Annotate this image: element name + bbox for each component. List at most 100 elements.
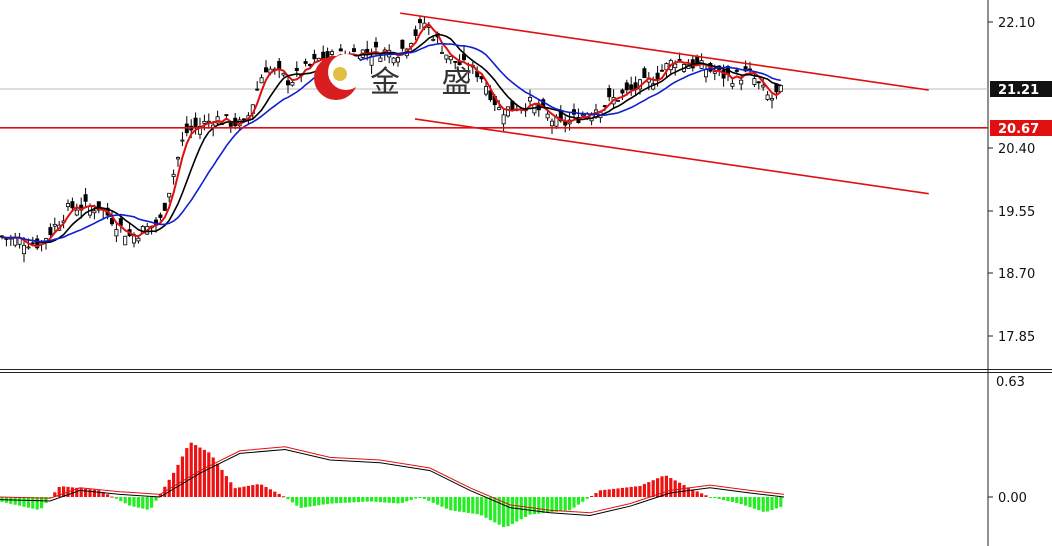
macd-histogram-bar [744, 497, 748, 506]
macd-histogram-bar [238, 487, 242, 497]
macd-histogram-bar [625, 487, 629, 497]
macd-signal-line [0, 448, 785, 517]
macd-histogram-bar [717, 497, 721, 500]
candle-body [369, 55, 374, 66]
macd-histogram-bar [647, 482, 651, 497]
candle-body [730, 82, 735, 87]
svg-text:20.67: 20.67 [998, 122, 1039, 137]
macd-histogram-bar [642, 484, 646, 497]
macd-histogram-bar [510, 497, 514, 524]
macd-histogram-bar [603, 489, 607, 497]
candle-body [660, 69, 665, 72]
macd-histogram-bar [207, 452, 211, 497]
macd-histogram-bar [550, 497, 554, 513]
macd-histogram-bar [84, 488, 88, 497]
macd-histogram-bar [330, 497, 334, 504]
macd-histogram-bar [774, 497, 778, 509]
macd-histogram-bar [348, 497, 352, 503]
candle-body [92, 210, 97, 214]
macd-histogram-bar [110, 496, 114, 498]
macd-histogram-bar [352, 497, 356, 503]
macd-histogram-bar [22, 497, 26, 507]
macd-histogram-bar [370, 497, 374, 502]
macd-histogram-bar [532, 497, 536, 515]
macd-histogram-bar [409, 497, 413, 500]
macd-histogram-bar [493, 497, 497, 523]
macd-histogram-bar [57, 486, 61, 497]
macd-histogram-bar [242, 486, 246, 497]
candle-body [373, 41, 378, 48]
macd-histogram-bar [660, 476, 664, 497]
macd-histogram-bar [233, 488, 237, 497]
macd-histogram-bar [246, 485, 250, 497]
candle-body [439, 52, 444, 54]
macd-histogram-bar [735, 497, 739, 503]
macd-histogram-bar [312, 497, 316, 506]
candle-body [162, 202, 167, 211]
candle-body [193, 117, 198, 128]
macd-histogram-bar [13, 497, 17, 505]
moving-averages [1, 22, 782, 248]
candle-body [497, 107, 502, 110]
candle-body [338, 48, 343, 52]
candle-body [290, 82, 295, 86]
candle-body [312, 53, 317, 60]
macd-histogram-bar [48, 497, 52, 498]
macd-histogram-bar [114, 497, 118, 499]
candle-body [294, 67, 299, 71]
candle-body [202, 121, 207, 124]
candle-body [453, 61, 458, 63]
macd-histogram-bar [519, 497, 523, 520]
candle-body [259, 77, 264, 84]
macd-histogram-bar [132, 497, 136, 507]
macd-histogram-bar [304, 497, 308, 508]
macd-histogram-bar [766, 497, 770, 512]
macd-histogram-bar [779, 497, 783, 507]
macd-histogram-bar [651, 480, 655, 497]
macd-histogram-bar [440, 497, 444, 507]
candle-body [778, 84, 783, 92]
macd-histogram-bar [708, 497, 712, 498]
macd-histogram-bar [730, 497, 734, 502]
macd-histogram-bar [405, 497, 409, 502]
candle-body [642, 68, 647, 79]
macd-histogram-bar [722, 497, 726, 500]
candle-body [624, 82, 629, 91]
macd-histogram-bar [106, 494, 110, 497]
macd-histogram-bar [202, 449, 206, 497]
macd-histogram-bar [53, 492, 57, 497]
candle-body [167, 192, 172, 198]
candle-body [466, 70, 471, 74]
macd-histogram-bar [629, 486, 633, 497]
macd-histogram-bar [427, 497, 431, 501]
candle-body [228, 122, 233, 127]
macd-histogram-bar [264, 486, 268, 497]
macd-histogram-bar [581, 497, 585, 502]
macd-histogram-bar [664, 475, 668, 497]
macd-histogram-bar [691, 489, 695, 497]
macd-histogram-bar [365, 497, 369, 502]
macd-tick: 0.00 [998, 491, 1027, 506]
macd-histogram-bar [31, 497, 35, 509]
candle-body [444, 54, 449, 60]
candle-body [448, 55, 453, 61]
candle-body [395, 57, 400, 63]
candle-body [629, 84, 634, 90]
macd-histogram-bar [700, 493, 704, 497]
macd-histogram-bar [282, 496, 286, 498]
macd-histogram-bar [383, 497, 387, 503]
price-axis: 22.10 20.40 19.55 18.70 17.85 [988, 16, 1035, 345]
macd-histogram-bar [537, 497, 541, 514]
candle-body [677, 58, 682, 61]
price-tick: 22.10 [998, 16, 1035, 31]
candle-body [704, 69, 709, 78]
candle-body [263, 67, 268, 73]
macd-histogram-bar [673, 480, 677, 497]
macd-histogram-bar [326, 497, 330, 504]
macd-histogram-bar [704, 495, 708, 497]
candle-body [303, 61, 308, 64]
macd-histogram-bar [678, 482, 682, 497]
macd-histogram-bar [713, 497, 717, 499]
watermark-logo: 金 盛 [314, 54, 472, 100]
